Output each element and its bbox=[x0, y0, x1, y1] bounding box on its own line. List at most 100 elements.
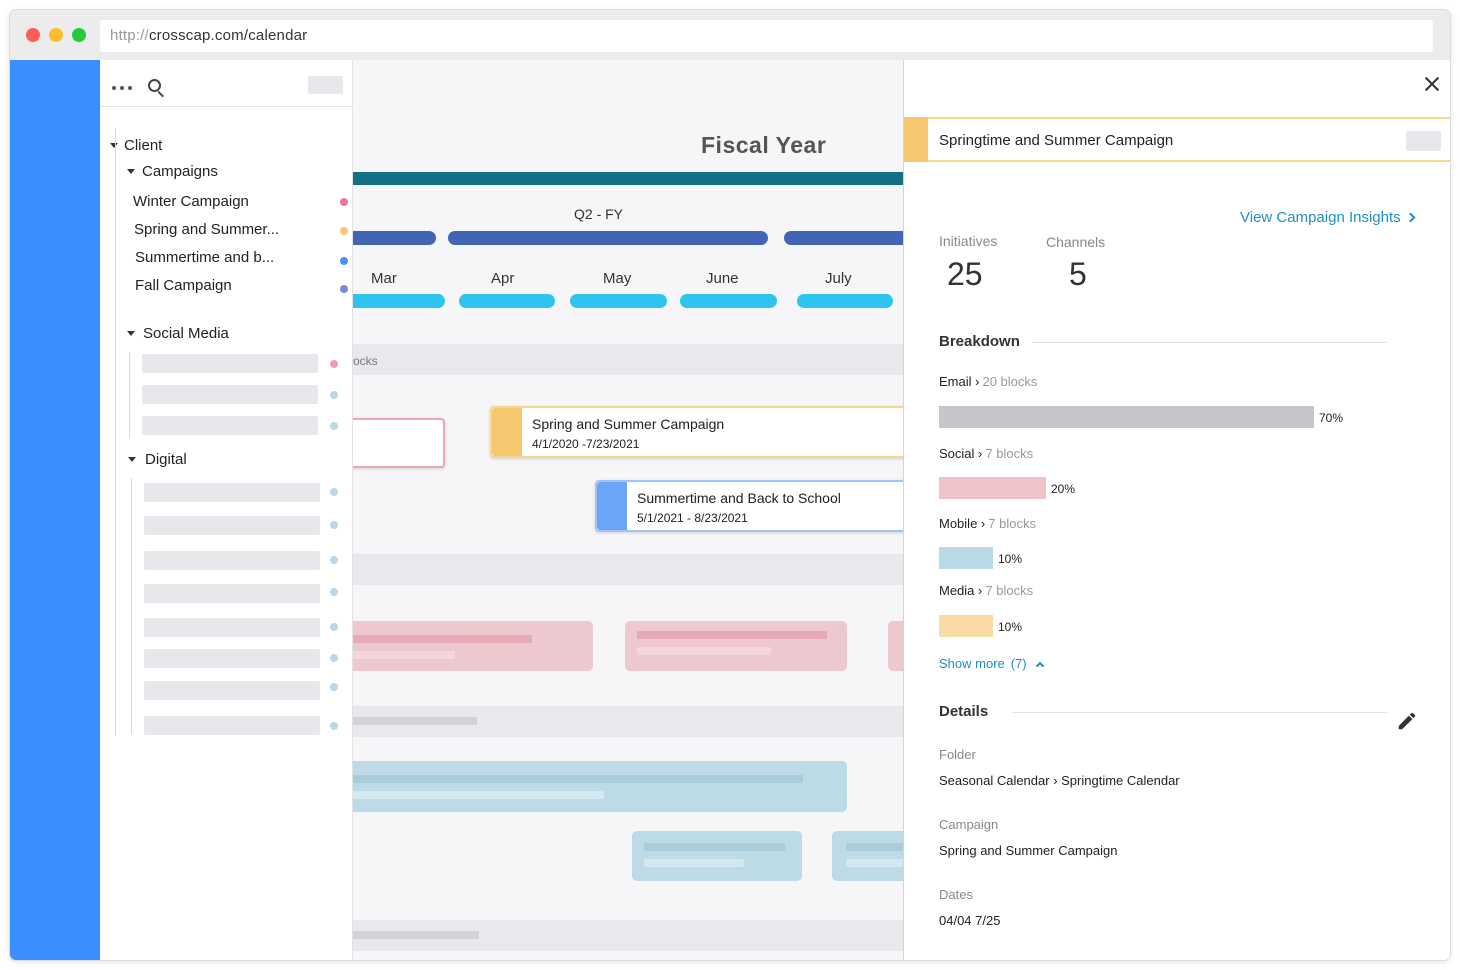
mobile-block[interactable] bbox=[632, 831, 802, 881]
social-block[interactable] bbox=[888, 621, 903, 671]
lane-row bbox=[353, 920, 903, 951]
campaign-accent bbox=[492, 408, 522, 456]
calendar-timeline: Fiscal Year Q2 - FY Mar Apr May June Jul… bbox=[353, 60, 903, 960]
campaign-item-winter[interactable]: Winter Campaign bbox=[133, 193, 249, 210]
item-color-dot bbox=[330, 683, 338, 691]
search-icon[interactable] bbox=[148, 79, 166, 98]
folder-label: Folder bbox=[939, 747, 976, 762]
quarter-bar bbox=[784, 231, 903, 245]
campaign-color-dot bbox=[340, 227, 348, 235]
campaign-item-spring-summer[interactable]: Spring and Summer... bbox=[134, 221, 280, 238]
month-label-mar: Mar bbox=[371, 270, 397, 287]
campaign-item-fall[interactable]: Fall Campaign bbox=[135, 277, 232, 294]
lane-label: ocks bbox=[353, 354, 378, 368]
month-bar bbox=[570, 294, 667, 308]
placeholder-item[interactable] bbox=[144, 551, 320, 570]
close-icon[interactable] bbox=[1424, 76, 1440, 92]
breakdown-bar-email bbox=[939, 406, 1314, 428]
lane-row bbox=[353, 554, 903, 585]
quarter-bar bbox=[353, 231, 436, 245]
caret-down-icon[interactable] bbox=[127, 331, 135, 336]
tree-group-campaigns[interactable]: Campaigns bbox=[142, 163, 218, 180]
month-label-june: June bbox=[706, 270, 739, 287]
tree-group-social-media[interactable]: Social Media bbox=[143, 325, 229, 342]
breakdown-item-social[interactable]: Social › 7 blocks bbox=[939, 446, 1034, 461]
tree-guide-line bbox=[131, 478, 132, 734]
dates-label: Dates bbox=[939, 887, 973, 902]
campaign-bar-spring-summer[interactable]: Spring and Summer Campaign 4/1/2020 -7/2… bbox=[490, 406, 903, 458]
quarter-label: Q2 - FY bbox=[574, 206, 624, 222]
placeholder-item[interactable] bbox=[144, 483, 320, 502]
campaign-bar-winter[interactable] bbox=[353, 418, 445, 468]
caret-down-icon[interactable] bbox=[127, 169, 135, 174]
mobile-block[interactable] bbox=[832, 831, 903, 881]
month-bar bbox=[353, 294, 445, 308]
caret-down-icon[interactable] bbox=[128, 457, 136, 462]
item-color-dot bbox=[330, 391, 338, 399]
sidebar-action-button[interactable] bbox=[308, 76, 343, 94]
placeholder-item[interactable] bbox=[142, 416, 318, 435]
month-label-july: July bbox=[825, 270, 852, 287]
social-block[interactable] bbox=[625, 621, 847, 671]
address-bar[interactable]: http://crosscap.com/calendar bbox=[100, 20, 1433, 52]
stat-value-initiatives: 25 bbox=[947, 256, 983, 292]
close-window-button[interactable] bbox=[26, 28, 40, 42]
breakdown-title: Breakdown bbox=[939, 333, 1020, 350]
campaign-bar-title: Summertime and Back to School bbox=[637, 490, 841, 506]
placeholder-item[interactable] bbox=[144, 649, 320, 668]
month-label-apr: Apr bbox=[491, 270, 515, 287]
details-title: Details bbox=[939, 703, 989, 720]
section-divider bbox=[1012, 712, 1387, 713]
tree-guide-line bbox=[129, 352, 130, 438]
tree-group-digital[interactable]: Digital bbox=[145, 451, 187, 468]
mobile-block[interactable] bbox=[353, 761, 847, 812]
campaign-item-summertime[interactable]: Summertime and b... bbox=[135, 249, 275, 266]
sidebar-toolbar bbox=[100, 60, 353, 107]
fiscal-year-bar bbox=[353, 172, 903, 185]
campaign-bar-title: Spring and Summer Campaign bbox=[532, 416, 725, 432]
breakdown-item-media[interactable]: Media › 7 blocks bbox=[939, 583, 1034, 598]
more-options-icon[interactable] bbox=[112, 86, 134, 90]
breakdown-item-mobile[interactable]: Mobile › 7 blocks bbox=[939, 516, 1036, 531]
section-divider bbox=[1032, 342, 1387, 343]
quarter-bar[interactable] bbox=[448, 231, 768, 245]
placeholder-item[interactable] bbox=[144, 681, 320, 700]
social-block[interactable] bbox=[353, 621, 593, 671]
item-color-dot bbox=[330, 654, 338, 662]
view-campaign-insights-link[interactable]: View Campaign Insights bbox=[1240, 209, 1416, 226]
panel-header-button[interactable] bbox=[1406, 131, 1441, 151]
lane-row bbox=[353, 706, 903, 737]
placeholder-item[interactable] bbox=[144, 716, 320, 735]
maximize-window-button[interactable] bbox=[72, 28, 86, 42]
item-color-dot bbox=[330, 588, 338, 596]
month-bar bbox=[680, 294, 777, 308]
placeholder-item[interactable] bbox=[144, 516, 320, 535]
placeholder-item[interactable] bbox=[144, 618, 320, 637]
placeholder-item[interactable] bbox=[144, 584, 320, 603]
breakdown-bar-mobile bbox=[939, 547, 993, 569]
campaign-color-dot bbox=[340, 198, 348, 206]
minimize-window-button[interactable] bbox=[49, 28, 63, 42]
breakdown-percent-media: 10% bbox=[998, 620, 1023, 634]
insights-link-label: View Campaign Insights bbox=[1240, 209, 1401, 226]
show-more-link[interactable]: Show more (7) bbox=[939, 656, 1044, 671]
campaign-accent bbox=[597, 482, 627, 530]
campaign-color-dot bbox=[340, 285, 348, 293]
caret-down-icon[interactable] bbox=[110, 143, 118, 148]
breakdown-bar-social bbox=[939, 477, 1046, 499]
breakdown-item-email[interactable]: Email › 20 blocks bbox=[939, 374, 1038, 389]
pencil-icon[interactable] bbox=[1396, 710, 1418, 732]
campaign-bar-dates: 5/1/2021 - 8/23/2021 bbox=[637, 511, 748, 525]
placeholder-item[interactable] bbox=[142, 354, 318, 373]
stat-label-initiatives: Initiatives bbox=[939, 233, 998, 249]
month-label-may: May bbox=[603, 270, 632, 287]
placeholder-item[interactable] bbox=[142, 385, 318, 404]
campaign-bar-summertime[interactable]: Summertime and Back to School 5/1/2021 -… bbox=[595, 480, 903, 532]
month-bar bbox=[459, 294, 555, 308]
sidebar: Client Campaigns Winter Campaign Spring … bbox=[100, 60, 353, 960]
lane-row bbox=[353, 344, 903, 375]
tree-root-client[interactable]: Client bbox=[124, 137, 163, 154]
campaign-value: Spring and Summer Campaign bbox=[939, 843, 1118, 858]
breakdown-percent-email: 70% bbox=[1319, 411, 1344, 425]
campaign-bar-dates: 4/1/2020 -7/23/2021 bbox=[532, 437, 640, 451]
